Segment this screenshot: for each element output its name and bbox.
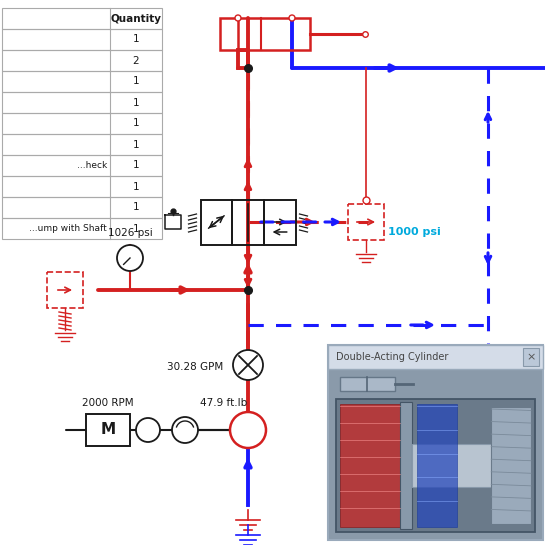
Circle shape — [136, 418, 160, 442]
Text: 1: 1 — [132, 203, 140, 213]
Text: 30.28 GPM: 30.28 GPM — [167, 362, 223, 372]
Bar — [491, 407, 531, 524]
Circle shape — [117, 245, 143, 271]
Bar — [2, 92, 162, 113]
Bar — [47, 272, 83, 308]
Bar — [336, 399, 535, 532]
Circle shape — [233, 350, 263, 380]
Text: 47.9 ft.lb: 47.9 ft.lb — [200, 398, 247, 408]
Bar — [2, 218, 162, 239]
Bar — [348, 204, 384, 240]
Bar — [523, 348, 539, 366]
Bar — [220, 18, 310, 50]
Text: ×: × — [526, 352, 536, 362]
Text: 1000 psi: 1000 psi — [388, 227, 441, 237]
Text: Double-Acting Cylinder: Double-Acting Cylinder — [336, 352, 449, 362]
Bar — [264, 199, 295, 245]
Bar — [2, 50, 162, 71]
Text: 1026 psi: 1026 psi — [107, 228, 153, 238]
Bar — [86, 414, 130, 446]
Bar — [2, 134, 162, 155]
Bar — [201, 199, 232, 245]
Bar — [340, 377, 395, 391]
Text: ...heck: ...heck — [77, 161, 107, 170]
Bar — [2, 71, 162, 92]
Bar — [399, 402, 411, 529]
Bar — [340, 404, 399, 527]
Bar — [2, 197, 162, 218]
Circle shape — [235, 15, 241, 21]
Bar — [328, 345, 543, 540]
Text: 1: 1 — [132, 34, 140, 45]
Bar — [2, 8, 162, 29]
Bar — [2, 29, 162, 50]
Circle shape — [230, 412, 266, 448]
Circle shape — [289, 15, 295, 21]
Text: 1: 1 — [132, 160, 140, 171]
Text: M: M — [100, 422, 116, 438]
Text: 1: 1 — [132, 181, 140, 191]
Bar — [417, 404, 457, 527]
Text: Quantity: Quantity — [111, 14, 161, 23]
Bar — [411, 444, 495, 487]
Bar — [232, 199, 264, 245]
Text: 2: 2 — [132, 56, 140, 65]
Text: 1: 1 — [132, 223, 140, 233]
Bar — [2, 113, 162, 134]
Bar — [328, 345, 543, 369]
Bar — [2, 155, 162, 176]
Text: 1: 1 — [132, 140, 140, 149]
Text: 1: 1 — [132, 98, 140, 107]
Text: 2000 RPM: 2000 RPM — [82, 398, 134, 408]
Bar — [2, 176, 162, 197]
Circle shape — [172, 417, 198, 443]
Text: ...ump with Shaft: ...ump with Shaft — [29, 224, 107, 233]
Text: 1: 1 — [132, 118, 140, 129]
Text: 1: 1 — [132, 76, 140, 87]
